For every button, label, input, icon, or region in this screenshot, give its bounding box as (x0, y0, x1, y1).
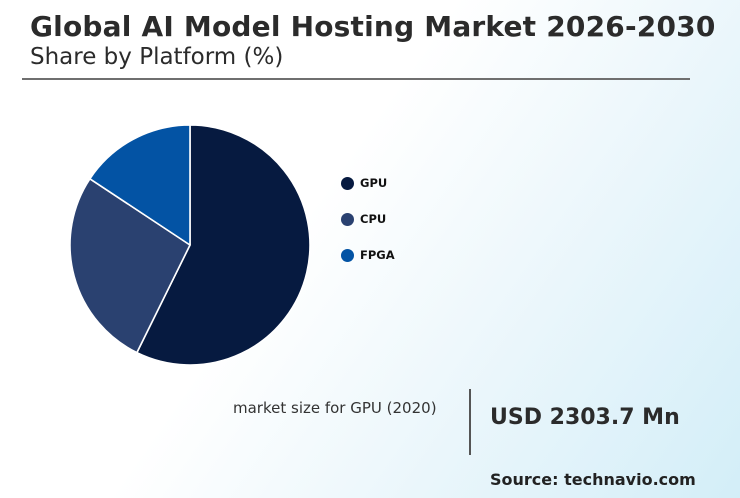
pie-slices (69, 124, 311, 366)
legend-item-fpga: FPGA (341, 246, 395, 264)
pie-slice-fpga (89, 124, 191, 246)
market-size-label: market size for GPU (2020) (233, 399, 437, 417)
legend-swatch-gpu (341, 176, 354, 190)
title-divider (22, 78, 690, 80)
chart-title: Global AI Model Hosting Market 2026-2030 (30, 10, 716, 43)
market-size-value: USD 2303.7 Mn (490, 405, 680, 430)
legend-swatch-cpu (341, 212, 354, 226)
legend-swatch-fpga (341, 248, 354, 262)
legend-item-cpu: CPU (341, 210, 395, 228)
legend-label-cpu: CPU (360, 212, 387, 226)
chart-legend: GPU CPU FPGA (341, 174, 395, 282)
pie-slice-gpu (136, 124, 311, 366)
chart-subtitle: Share by Platform (%) (30, 44, 284, 70)
legend-label-gpu: GPU (360, 176, 388, 190)
source-credit: Source: technavio.com (490, 470, 696, 489)
legend-item-gpu: GPU (341, 174, 395, 192)
stat-divider (469, 389, 471, 455)
pie-slice-cpu (69, 178, 191, 354)
legend-label-fpga: FPGA (360, 248, 395, 262)
